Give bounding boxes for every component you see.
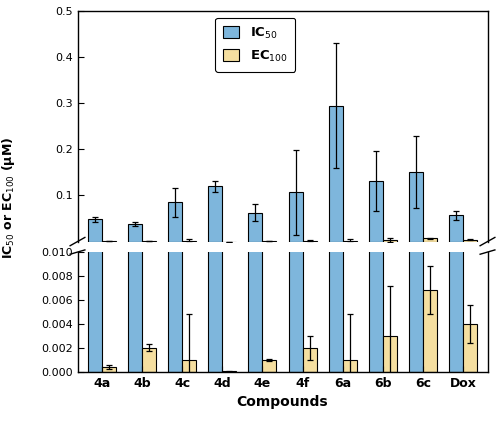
- Text: IC$_{50}$ or EC$_{100}$ (μM): IC$_{50}$ or EC$_{100}$ (μM): [0, 137, 18, 259]
- Bar: [383, 240, 397, 242]
- Bar: [464, 324, 477, 372]
- Bar: [328, 0, 343, 372]
- Bar: [369, 181, 383, 242]
- Bar: [128, 0, 142, 372]
- X-axis label: Compounds: Compounds: [236, 395, 328, 409]
- Bar: [182, 241, 196, 242]
- Bar: [383, 336, 397, 372]
- Bar: [288, 0, 302, 372]
- Bar: [328, 106, 343, 242]
- Bar: [423, 290, 438, 372]
- Bar: [369, 0, 383, 372]
- Bar: [262, 241, 276, 242]
- Bar: [248, 0, 262, 372]
- Bar: [302, 241, 316, 242]
- Bar: [102, 367, 116, 372]
- Bar: [142, 348, 156, 372]
- Bar: [222, 371, 236, 372]
- Bar: [450, 215, 464, 242]
- Bar: [142, 241, 156, 242]
- Bar: [168, 0, 182, 372]
- Bar: [343, 241, 357, 242]
- Bar: [450, 0, 464, 372]
- Bar: [409, 0, 423, 372]
- Bar: [248, 213, 262, 242]
- Bar: [128, 224, 142, 242]
- Bar: [288, 192, 302, 242]
- Bar: [409, 172, 423, 242]
- Bar: [262, 360, 276, 372]
- Bar: [302, 348, 316, 372]
- Bar: [88, 0, 102, 372]
- Bar: [88, 220, 102, 242]
- Bar: [168, 202, 182, 242]
- Bar: [208, 186, 222, 242]
- Legend: IC$_{50}$, EC$_{100}$: IC$_{50}$, EC$_{100}$: [216, 18, 296, 72]
- Bar: [423, 238, 438, 242]
- Bar: [182, 360, 196, 372]
- Bar: [343, 360, 357, 372]
- Bar: [464, 240, 477, 242]
- Bar: [208, 0, 222, 372]
